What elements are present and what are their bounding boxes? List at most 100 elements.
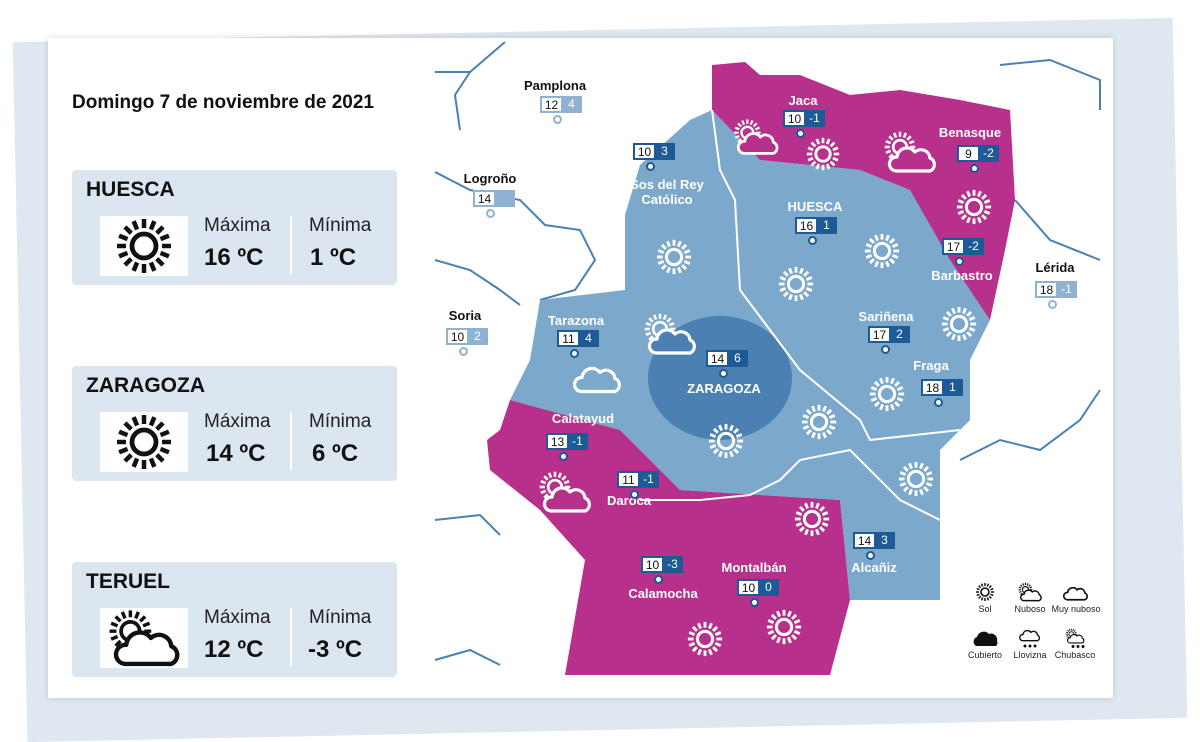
sun-icon bbox=[863, 232, 901, 270]
sun-icon bbox=[686, 620, 724, 658]
min-temp: -1 bbox=[1061, 282, 1072, 296]
sun-icon bbox=[707, 422, 745, 460]
border-line bbox=[959, 389, 1101, 461]
min-value: 6 ºC bbox=[312, 440, 359, 467]
sun-icon bbox=[777, 265, 815, 303]
temperature-badge: 11 4 bbox=[557, 330, 599, 347]
city-name: Lérida bbox=[1035, 260, 1075, 275]
min-temp: 3 bbox=[881, 533, 888, 547]
max-temp: 11 bbox=[619, 473, 638, 487]
temperature-badge: 10 0 bbox=[737, 579, 779, 596]
city-name: Alcañiz bbox=[851, 560, 897, 575]
location-pin-icon bbox=[866, 551, 875, 560]
sun-cloud-icon bbox=[100, 608, 188, 668]
temperature-badge: 17 2 bbox=[868, 326, 910, 343]
city-name: Logroño bbox=[463, 171, 517, 186]
max-temp: 14 bbox=[708, 352, 727, 366]
min-temp: 0 bbox=[765, 580, 772, 594]
min-label: Mínima bbox=[309, 411, 372, 432]
location-pin-icon bbox=[570, 349, 579, 358]
city-name: Sariñena bbox=[858, 309, 914, 324]
city-name: ZARAGOZA bbox=[687, 381, 761, 396]
cloud-icon bbox=[1063, 586, 1089, 601]
max-label: Máxima bbox=[204, 215, 271, 236]
card-huesca: HUESCA Máxima Mínima 16 ºC 1 ºC bbox=[72, 170, 397, 285]
temperature-badge: 9 -2 bbox=[957, 145, 999, 162]
max-value: 12 ºC bbox=[204, 636, 264, 663]
temperature-badge: 14 3 bbox=[853, 532, 895, 549]
border-line bbox=[640, 448, 941, 521]
border-line bbox=[434, 259, 521, 306]
temperature-badge: 10 3 bbox=[633, 143, 675, 160]
sun-icon bbox=[940, 305, 978, 343]
card-zaragoza: ZARAGOZA Máxima Mínima 14 ºC 6 ºC bbox=[72, 366, 397, 481]
border-line bbox=[434, 171, 597, 301]
drizzle-icon bbox=[1018, 629, 1041, 648]
sun-icon bbox=[868, 375, 906, 413]
city-name: HUESCA bbox=[787, 199, 843, 214]
divider bbox=[290, 608, 292, 666]
divider bbox=[290, 216, 292, 274]
location-pin-icon bbox=[970, 164, 979, 173]
sun-cloud-icon bbox=[535, 470, 595, 514]
sun-icon bbox=[897, 460, 935, 498]
legend-label: Nuboso bbox=[1014, 604, 1046, 614]
max-temp: 10 bbox=[785, 112, 804, 126]
max-label: Máxima bbox=[204, 411, 271, 432]
max-temp: 10 bbox=[643, 558, 662, 572]
sun-icon bbox=[765, 608, 803, 646]
legend-item-chubasco: Chubasco bbox=[1052, 628, 1098, 660]
max-temp: 17 bbox=[870, 328, 889, 342]
temperature-badge: 14 6 bbox=[706, 350, 748, 367]
sun-icon bbox=[655, 238, 693, 276]
max-temp: 18 bbox=[1037, 283, 1056, 297]
sun-icon bbox=[800, 403, 838, 441]
min-temp: -1 bbox=[809, 111, 820, 125]
min-temp: 1 bbox=[949, 380, 956, 394]
location-pin-icon bbox=[553, 115, 562, 124]
card-teruel: TERUEL Máxima Mínima 12 ºC -3 ºC bbox=[72, 562, 397, 677]
border-line bbox=[1014, 199, 1101, 261]
legend-label: Sol bbox=[978, 604, 992, 614]
temperature-badge: 10 -3 bbox=[641, 556, 683, 573]
overcast-icon bbox=[973, 631, 998, 646]
max-temp: 16 bbox=[797, 219, 816, 233]
max-temp: 10 bbox=[635, 145, 654, 159]
max-temp: 10 bbox=[448, 330, 467, 344]
min-temp: 6 bbox=[734, 351, 741, 365]
city-name: Calatayud bbox=[551, 411, 615, 426]
min-value: -3 ºC bbox=[308, 636, 363, 663]
sun-cloud-icon bbox=[1016, 582, 1044, 602]
city-name: Soria bbox=[448, 308, 482, 323]
location-pin-icon bbox=[630, 490, 639, 499]
min-label: Mínima bbox=[309, 215, 372, 236]
legend-label: Cubierto bbox=[967, 650, 1003, 660]
cloud-icon bbox=[573, 366, 622, 394]
max-temp: 14 bbox=[855, 534, 874, 548]
max-temp: 14 bbox=[475, 192, 494, 206]
location-pin-icon bbox=[808, 236, 817, 245]
min-temp: 2 bbox=[474, 329, 481, 343]
sun-icon bbox=[793, 500, 831, 538]
province-borders-internal bbox=[640, 109, 961, 521]
card-city-name: TERUEL bbox=[86, 570, 170, 593]
legend-label: Chubasco bbox=[1054, 650, 1096, 660]
min-temp bbox=[495, 191, 514, 206]
temperature-badge: 14 bbox=[473, 190, 515, 207]
city-name: Fraga bbox=[913, 358, 949, 373]
legend-item-cubierto: Cubierto bbox=[962, 628, 1008, 660]
legend-label: Muy nuboso bbox=[1051, 604, 1101, 614]
location-pin-icon bbox=[719, 369, 728, 378]
divider bbox=[290, 412, 292, 470]
location-pin-icon bbox=[459, 347, 468, 356]
temperature-badge: 17 -2 bbox=[942, 238, 984, 255]
border-line bbox=[711, 109, 961, 442]
min-temp: 4 bbox=[568, 97, 575, 111]
min-temp: -3 bbox=[667, 557, 678, 571]
temperature-badge: 11 -1 bbox=[617, 471, 659, 488]
border-line bbox=[434, 648, 501, 666]
max-value: 16 ºC bbox=[204, 244, 264, 271]
location-pin-icon bbox=[646, 162, 655, 171]
city-name: Montalbán bbox=[721, 560, 787, 575]
border-line bbox=[999, 58, 1101, 110]
